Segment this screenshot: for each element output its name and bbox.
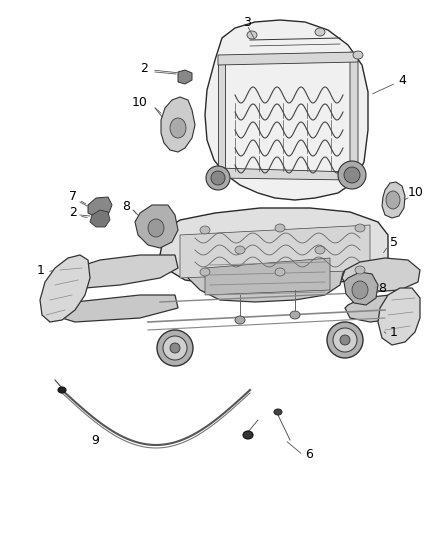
- Text: 5: 5: [390, 237, 398, 249]
- Text: 10: 10: [408, 187, 424, 199]
- Polygon shape: [188, 242, 345, 302]
- Ellipse shape: [170, 118, 186, 138]
- Ellipse shape: [206, 166, 230, 190]
- Polygon shape: [342, 258, 420, 292]
- Text: 9: 9: [91, 433, 99, 447]
- Text: 4: 4: [398, 74, 406, 86]
- Ellipse shape: [275, 224, 285, 232]
- Text: 7: 7: [69, 190, 77, 204]
- Polygon shape: [378, 288, 420, 345]
- Text: 6: 6: [305, 448, 313, 462]
- Ellipse shape: [58, 387, 66, 393]
- Ellipse shape: [315, 246, 325, 254]
- Polygon shape: [180, 225, 370, 278]
- Text: 8: 8: [122, 200, 130, 214]
- Polygon shape: [205, 258, 330, 295]
- Polygon shape: [218, 52, 358, 65]
- Text: 1: 1: [390, 327, 398, 340]
- Polygon shape: [88, 197, 112, 218]
- Ellipse shape: [148, 219, 164, 237]
- Polygon shape: [40, 255, 90, 322]
- Polygon shape: [178, 70, 192, 84]
- Ellipse shape: [247, 31, 257, 39]
- Ellipse shape: [157, 330, 193, 366]
- Ellipse shape: [338, 161, 366, 189]
- Ellipse shape: [200, 226, 210, 234]
- Ellipse shape: [235, 246, 245, 254]
- Ellipse shape: [274, 409, 282, 415]
- Polygon shape: [218, 168, 350, 180]
- Polygon shape: [160, 208, 388, 287]
- Ellipse shape: [235, 316, 245, 324]
- Ellipse shape: [170, 343, 180, 353]
- Text: 1: 1: [37, 263, 45, 277]
- Ellipse shape: [290, 311, 300, 319]
- Text: 10: 10: [132, 96, 148, 109]
- Polygon shape: [382, 182, 405, 218]
- Ellipse shape: [211, 171, 225, 185]
- Polygon shape: [135, 205, 178, 248]
- Polygon shape: [90, 210, 110, 227]
- Ellipse shape: [340, 335, 350, 345]
- Polygon shape: [218, 62, 225, 175]
- Ellipse shape: [275, 268, 285, 276]
- Polygon shape: [345, 295, 418, 322]
- Ellipse shape: [327, 322, 363, 358]
- Polygon shape: [62, 295, 178, 322]
- Ellipse shape: [355, 224, 365, 232]
- Ellipse shape: [353, 51, 363, 59]
- Ellipse shape: [315, 28, 325, 36]
- Ellipse shape: [355, 266, 365, 274]
- Ellipse shape: [333, 328, 357, 352]
- Ellipse shape: [243, 431, 253, 439]
- Polygon shape: [161, 97, 195, 152]
- Polygon shape: [350, 52, 358, 178]
- Polygon shape: [62, 255, 178, 288]
- Polygon shape: [205, 20, 368, 200]
- Ellipse shape: [352, 281, 368, 299]
- Text: 2: 2: [140, 61, 148, 75]
- Text: 8: 8: [378, 281, 386, 295]
- Ellipse shape: [200, 268, 210, 276]
- Ellipse shape: [344, 167, 360, 183]
- Polygon shape: [344, 272, 378, 305]
- Ellipse shape: [163, 336, 187, 360]
- Text: 2: 2: [69, 206, 77, 220]
- Ellipse shape: [386, 191, 400, 209]
- Text: 3: 3: [243, 15, 251, 28]
